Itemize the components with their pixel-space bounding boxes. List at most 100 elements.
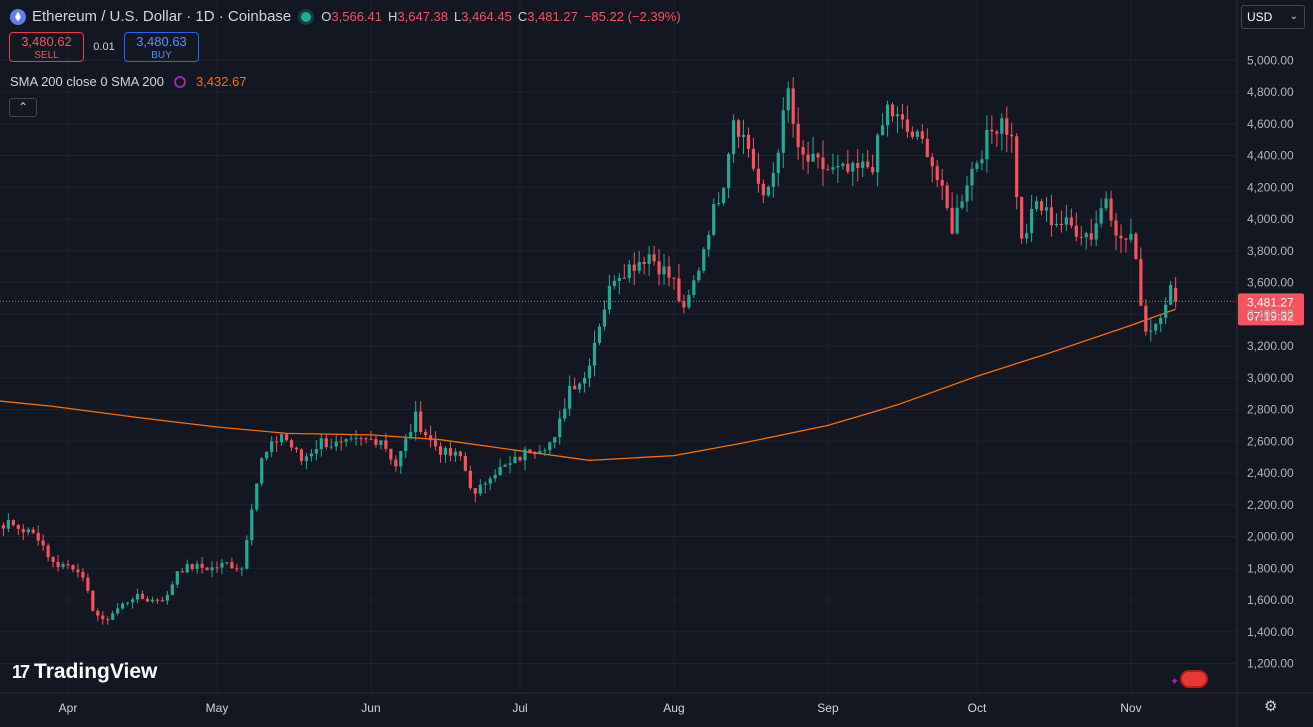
y-tick-label: 1,800.00	[1247, 561, 1294, 575]
candle-body	[910, 131, 914, 137]
candle-body	[41, 540, 45, 546]
y-tick-label: 2,600.00	[1247, 434, 1294, 448]
candle-body	[21, 528, 25, 533]
price-change: −85.22 (−2.39%)	[583, 9, 681, 24]
candle-body	[165, 594, 169, 601]
candle-body	[1089, 233, 1093, 240]
candle-body	[126, 602, 130, 604]
candle-body	[275, 441, 279, 443]
currency-select[interactable]: USD ⌄	[1241, 5, 1305, 29]
candle-body	[493, 475, 497, 479]
indicator-label: SMA 200 close 0 SMA 200	[10, 74, 164, 89]
candle-body	[553, 437, 557, 443]
candle-body	[841, 163, 845, 166]
ohlc-low: L3,464.45	[454, 9, 512, 24]
candle-body	[1144, 305, 1148, 332]
candle-body	[1034, 201, 1039, 209]
x-tick-label: Aug	[663, 701, 684, 715]
candle-body	[602, 309, 607, 327]
flag-icon[interactable]	[1180, 670, 1208, 688]
candle-body	[771, 173, 775, 187]
candle-body	[597, 326, 602, 343]
collapse-legend-button[interactable]: ⌃	[9, 98, 37, 117]
candle-body	[1174, 287, 1178, 302]
candle-body	[384, 440, 388, 449]
candle-body	[816, 153, 820, 158]
candle-body	[945, 185, 949, 208]
candle-body	[851, 163, 855, 172]
candle-body	[260, 458, 264, 484]
candle-body	[682, 301, 686, 308]
candle-body	[727, 153, 731, 189]
candle-body	[523, 449, 527, 461]
sma-200-line	[0, 308, 1176, 462]
candle-body	[409, 432, 413, 439]
candle-body	[548, 442, 552, 451]
logo-mark: 17	[12, 661, 30, 682]
y-tick-label: 2,800.00	[1247, 403, 1294, 417]
buy-price: 3,480.63	[136, 34, 187, 49]
candle-body	[299, 449, 304, 461]
candle-body	[717, 203, 721, 205]
buy-button[interactable]: 3,480.63 BUY	[124, 32, 199, 62]
candle-body	[573, 385, 577, 390]
indicator-legend[interactable]: SMA 200 close 0 SMA 200 3,432.67	[10, 74, 247, 89]
candle-body	[270, 441, 274, 452]
candle-body	[995, 131, 999, 134]
candle-body	[925, 138, 929, 158]
sell-button[interactable]: 3,480.62 SELL	[9, 32, 84, 62]
candle-body	[761, 183, 765, 196]
symbol-title[interactable]: Ethereum / U.S. Dollar · 1D · Coinbase	[32, 8, 292, 25]
candle-body	[448, 448, 453, 456]
candle-body	[513, 456, 517, 464]
candle-body	[543, 450, 547, 452]
candle-body	[235, 568, 239, 570]
candle-body	[612, 280, 616, 286]
candle-body	[1119, 235, 1123, 239]
candle-body	[255, 483, 259, 510]
candle-body	[155, 599, 160, 601]
spread-value: 0.01	[93, 41, 115, 53]
candle-body	[930, 157, 934, 167]
candle-body	[304, 456, 309, 461]
candle-body	[1029, 208, 1034, 234]
indicator-icon[interactable]	[173, 75, 186, 88]
candle-body	[831, 167, 835, 170]
candle-body	[1129, 233, 1133, 240]
candle-body	[642, 262, 646, 265]
settings-gear-icon[interactable]: ⚙	[1264, 698, 1278, 715]
candle-body	[533, 453, 537, 455]
candle-body	[672, 277, 676, 279]
y-tick-label: 4,600.00	[1247, 117, 1294, 131]
candle-body	[399, 451, 403, 467]
candle-body	[324, 438, 328, 448]
last-price-label: 3,481.27	[1247, 295, 1294, 309]
indicator-value: 3,432.67	[195, 74, 247, 89]
candle-body	[1139, 259, 1143, 306]
candle-body	[389, 448, 393, 460]
candle-body	[190, 564, 194, 569]
y-tick-label: 1,600.00	[1247, 593, 1294, 607]
candle-body	[86, 577, 90, 591]
candle-body	[354, 438, 358, 440]
candle-body	[568, 385, 572, 409]
candle-body	[1099, 208, 1103, 224]
candle-body	[558, 418, 562, 438]
candle-body	[424, 431, 428, 436]
candle-body	[652, 254, 656, 262]
candle-body	[578, 383, 582, 390]
candle-body	[220, 562, 224, 568]
candle-body	[483, 483, 487, 485]
tradingview-logo[interactable]: 17 TradingView	[12, 660, 157, 684]
candle-body	[205, 567, 209, 571]
candle-body	[890, 104, 895, 117]
candle-body	[379, 440, 383, 445]
candle-body	[662, 266, 666, 275]
candle-body	[920, 131, 924, 139]
candle-body	[463, 456, 467, 471]
candle-body	[1025, 233, 1029, 239]
x-tick-label: Sep	[817, 701, 839, 715]
candle-body	[751, 148, 756, 169]
candle-body	[871, 167, 875, 173]
